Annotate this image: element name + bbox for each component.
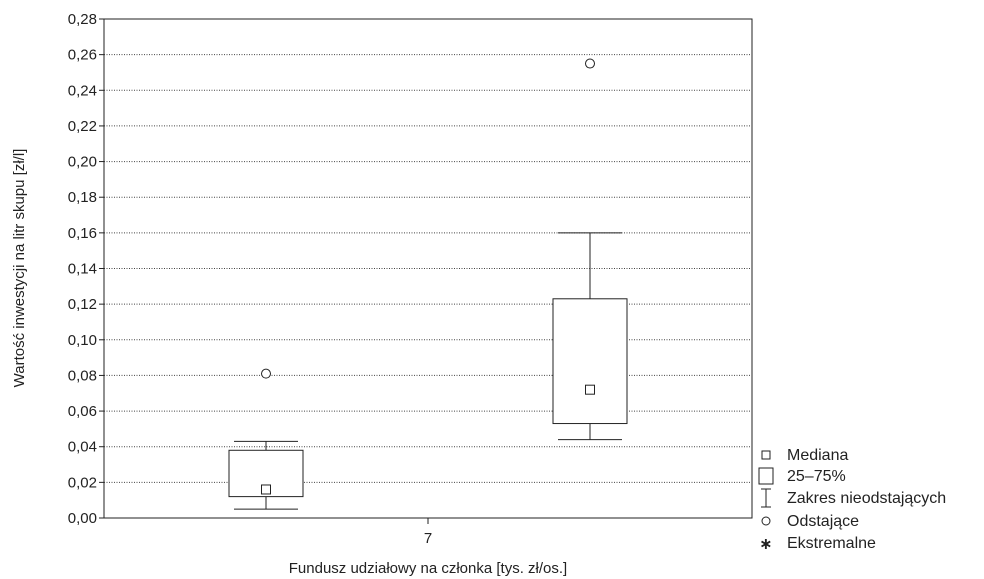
legend-extreme-symbol: ∗ [759,534,772,553]
y-tick-label: 0,22 [68,118,97,135]
legend-outlier-symbol [761,516,771,526]
legend-label: Ekstremalne [787,535,876,552]
y-tick-label: 0,24 [68,82,97,99]
y-tick-label: 0,26 [68,47,97,64]
x-axis-title: Fundusz udziałowy na członka [tys. zł/os… [289,560,567,577]
legend-median-symbol [761,450,771,460]
legend: Mediana 25–75% Zakres nieodstających Odstaj… [758,447,946,553]
y-axis-ticks: 0,00 0,02 0,04 0,06 0,08 0,10 0,12 0,14 0,16 0,18… [68,11,104,527]
median-marker [261,484,271,495]
y-tick-label: 0,20 [68,154,97,171]
outlier-point [261,368,271,379]
y-tick-label: 0,04 [68,439,97,456]
y-tick-label: 0,28 [68,11,97,28]
x-tick-label: 7 [424,530,432,547]
legend-label: 25–75% [787,468,846,485]
legend-label: Mediana [787,447,848,464]
y-tick-label: 0,18 [68,189,97,206]
y-tick-label: 0,06 [68,403,97,420]
y-tick-label: 0,12 [68,296,97,313]
legend-item: Zakres nieodstających [761,488,946,508]
legend-item: ∗ Ekstremalne [759,534,876,553]
legend-item: 25–75% [758,467,846,485]
legend-box-symbol [758,467,774,485]
y-tick-label: 0,08 [68,367,97,384]
box-series [228,58,628,510]
iqr-box [552,298,628,425]
y-axis-title: Wartość inwestycji na litr skupu [zł/l] [11,149,28,388]
box-group [552,58,628,441]
median-marker [585,384,595,395]
x-axis: 7 [424,518,432,547]
outlier-point [585,58,595,69]
legend-label: Zakres nieodstających [787,490,946,507]
y-tick-label: 0,10 [68,332,97,349]
y-tick-label: 0,16 [68,225,97,242]
legend-item: Mediana [761,447,848,464]
legend-label: Odstające [787,513,859,530]
y-tick-label: 0,00 [68,510,97,527]
box-group [228,368,304,510]
legend-item: Odstające [761,513,859,530]
y-tick-label: 0,14 [68,261,97,278]
grid-lines [104,54,752,483]
y-tick-label: 0,02 [68,474,97,491]
